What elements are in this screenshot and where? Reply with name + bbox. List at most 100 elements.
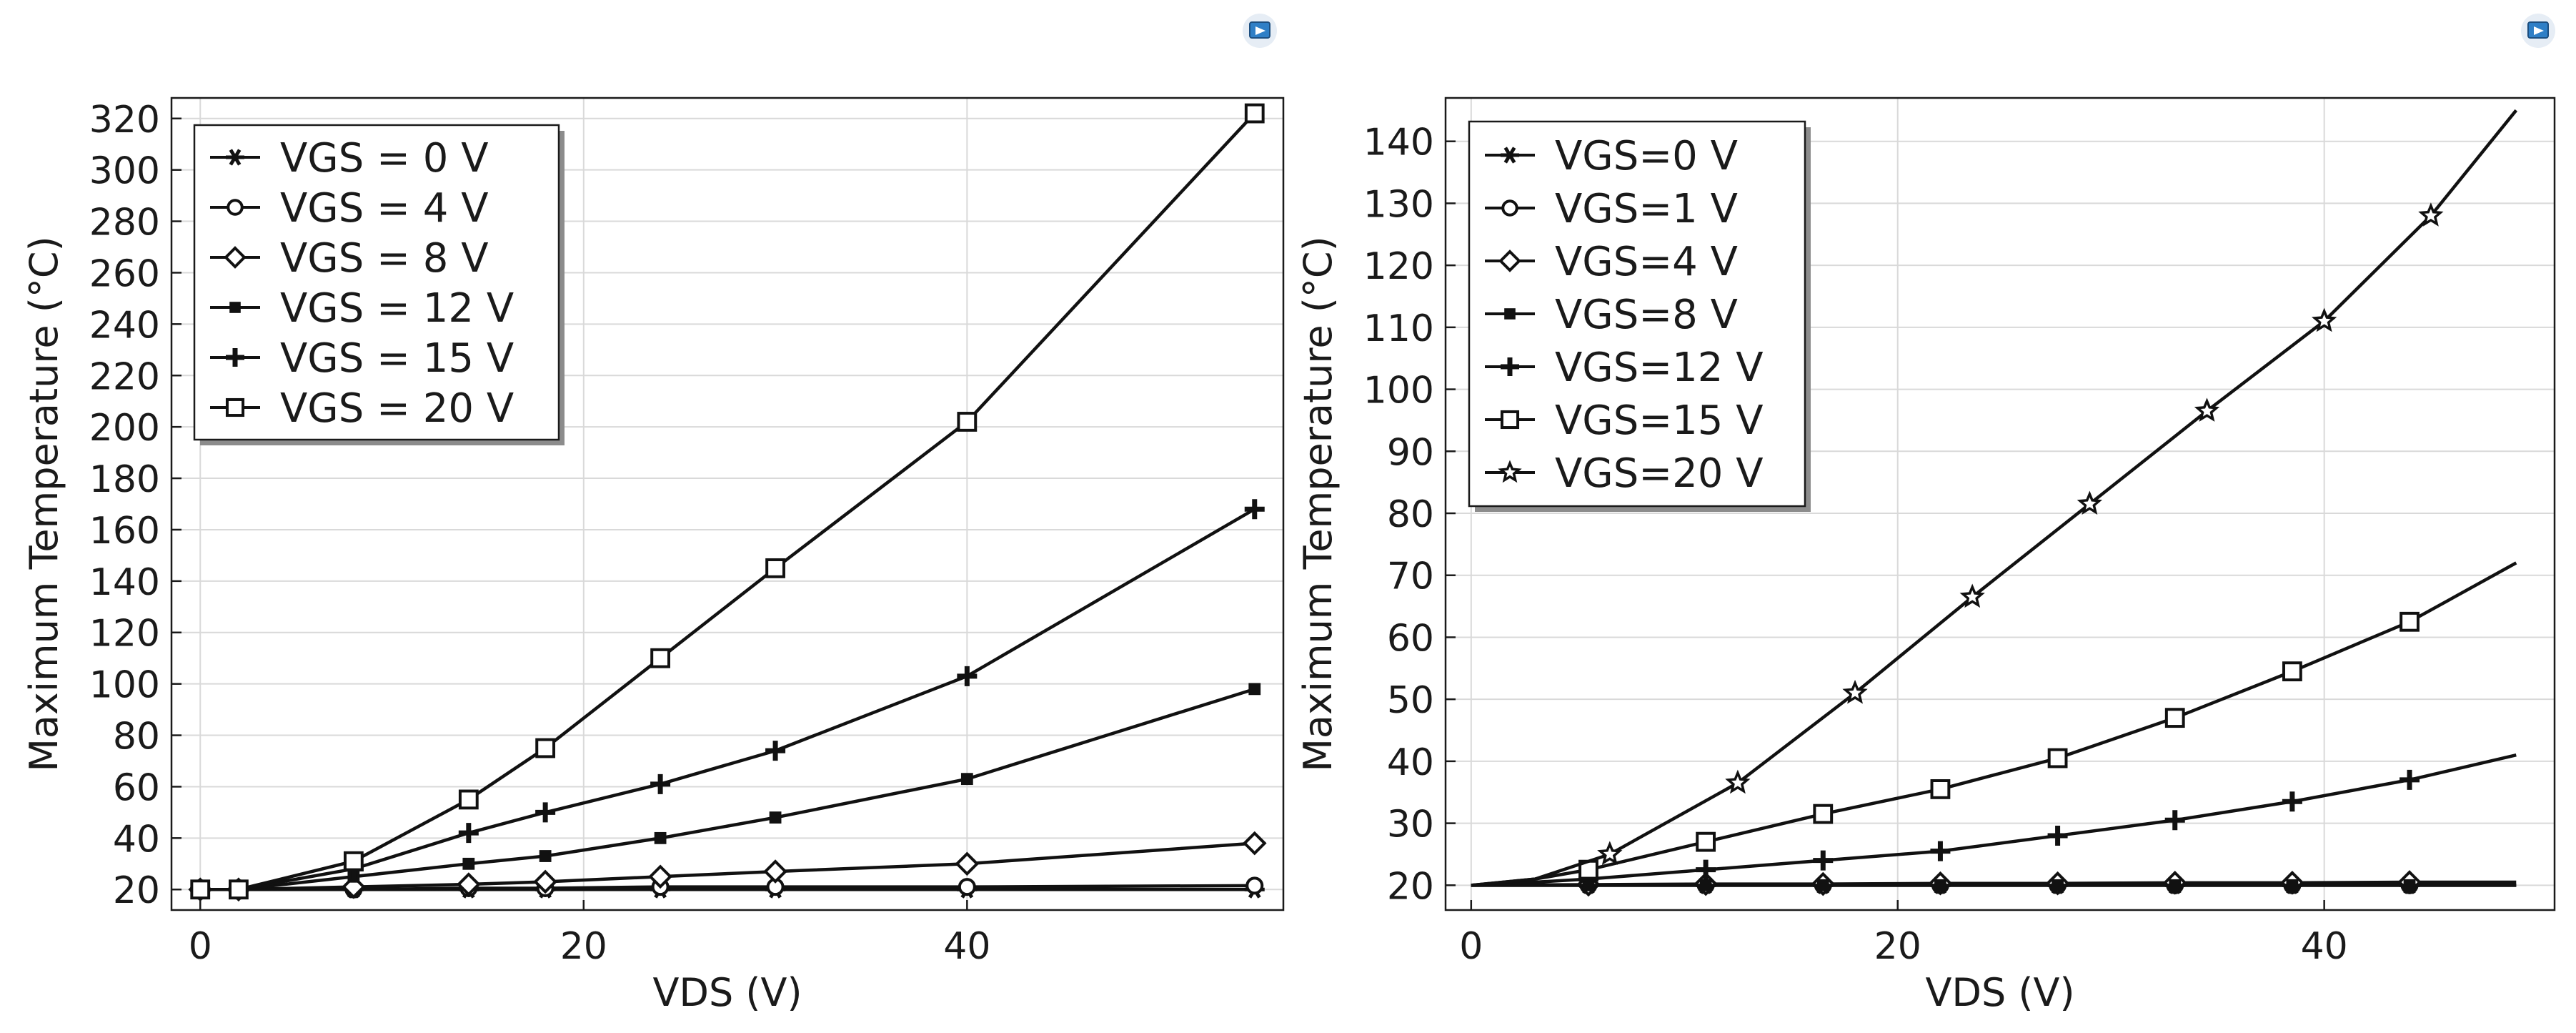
right-legend-label-4: VGS=12 V: [1555, 345, 1764, 391]
right-data-point-6: [1597, 841, 1623, 865]
left-y-tick-label: 260: [89, 252, 160, 295]
left-data-point-2: [763, 859, 787, 884]
right-data-point-4: [1813, 850, 1834, 871]
left-legend-box: [193, 124, 560, 441]
left-data-point-5: [343, 851, 364, 871]
left-y-tick-label: 300: [89, 150, 160, 193]
right-legend-label-0: VGS=0 V: [1555, 133, 1738, 179]
left-x-tick-label: 40: [943, 925, 990, 968]
right-data-point-3: [2403, 879, 2416, 891]
left-legend-marker-2: [224, 246, 247, 269]
left-data-point-5: [190, 879, 211, 900]
left-legend-marker-1: [227, 199, 244, 216]
left-legend-marker-5: [225, 397, 245, 417]
right-y-axis-title: Maximum Temperature (°C): [1296, 236, 1341, 771]
right-legend-marker-6: [1498, 460, 1522, 483]
left-data-point-5: [535, 738, 556, 758]
left-data-point-3: [462, 857, 475, 870]
left-legend-marker-3: [229, 302, 241, 313]
right-legend-marker-0: [1501, 147, 1519, 164]
right-data-point-6: [1959, 583, 1985, 608]
left-y-tick-label: 100: [89, 664, 160, 707]
left-data-point-4: [765, 741, 786, 761]
right-data-point-5: [1813, 804, 1834, 824]
right-legend-label-5: VGS=15 V: [1555, 397, 1764, 444]
left-y-tick-label: 320: [89, 99, 160, 142]
right-legend-marker-3: [1504, 308, 1516, 320]
right-data-point-5: [2282, 661, 2302, 682]
right-data-point-6: [2418, 202, 2444, 227]
left-y-axis-title: Maximum Temperature (°C): [21, 236, 66, 771]
left-x-tick-label: 20: [560, 925, 607, 968]
left-plot-frame: [170, 97, 1285, 911]
right-axis-ticks: 20 30 40 50 60 70 80 90 100 110 120 130 140 0 20 40: [1363, 122, 2348, 968]
right-data-point-3: [1699, 879, 1712, 891]
right-data-point-4: [1696, 859, 1716, 880]
right-y-tick-label: 50: [1387, 679, 1434, 722]
left-legend-label-0: VGS = 0 V: [280, 135, 489, 182]
right-y-tick-label: 40: [1387, 741, 1434, 784]
right-data-point-4: [2400, 769, 2420, 790]
right-data-point-5: [1696, 831, 1716, 852]
right-x-tick-label: 0: [1459, 925, 1483, 968]
right-legend-label-3: VGS=8 V: [1555, 292, 1738, 338]
left-data-point-5: [458, 789, 479, 810]
left-data-point-4: [535, 802, 556, 823]
left-data-point-3: [654, 831, 667, 844]
left-legend-marker-0: [226, 149, 244, 166]
right-data-point-4: [2282, 791, 2302, 812]
right-y-tick-label: 20: [1387, 865, 1434, 908]
left-y-tick-label: 160: [89, 510, 160, 553]
right-legend-marker-4: [1501, 357, 1519, 376]
left-data-point-5: [957, 412, 978, 432]
right-series-line-5: [1471, 561, 2517, 887]
right-legend-marker-5: [1500, 410, 1520, 430]
right-data-point-6: [2194, 397, 2220, 422]
left-data-point-2: [533, 869, 557, 894]
right-data-point-6: [2312, 307, 2337, 332]
right-data-point-3: [2169, 879, 2182, 891]
right-data-point-5: [2164, 708, 2185, 728]
right-plot-frame: [1444, 97, 2556, 911]
left-y-tick-label: 180: [89, 458, 160, 501]
left-chart-panel: 2040608010012014016018020022024026028030…: [21, 14, 1285, 1015]
right-chart-panel: 20 30 40 50 60 70 80 90 100 110 120 130 140 0 20 40 VDS…: [1296, 14, 2556, 1015]
right-y-tick-label: 70: [1387, 555, 1434, 598]
left-y-tick-label: 140: [89, 561, 160, 604]
right-legend-marker-2: [1498, 249, 1521, 272]
right-toolbar-icon[interactable]: [2521, 14, 2555, 48]
left-y-tick-label: 120: [89, 613, 160, 656]
right-x-axis-title: VDS (V): [1925, 970, 2074, 1015]
left-data-point-4: [957, 666, 978, 686]
left-toolbar-icon[interactable]: [1243, 14, 1277, 48]
right-x-tick-label: 40: [2301, 925, 2348, 968]
left-y-tick-label: 200: [89, 407, 160, 450]
left-legend-label-1: VGS = 4 V: [280, 185, 489, 232]
left-data-point-4: [650, 773, 671, 794]
right-y-tick-label: 30: [1387, 804, 1434, 846]
left-data-point-4: [458, 823, 479, 844]
right-data-point-5: [1930, 779, 1951, 799]
left-x-tick-label: 0: [189, 925, 212, 968]
left-y-tick-label: 240: [89, 304, 160, 347]
left-y-tick-label: 60: [113, 766, 160, 809]
left-x-axis-title: VDS (V): [652, 970, 802, 1015]
right-y-tick-label: 100: [1363, 370, 1434, 412]
left-legend-label-4: VGS = 15 V: [280, 335, 514, 382]
left-data-point-3: [769, 811, 782, 824]
left-legend-label-5: VGS = 20 V: [280, 385, 514, 432]
right-grid: [1446, 98, 2555, 910]
right-data-point-6: [1842, 679, 1868, 704]
left-axis-ticks: 2040608010012014016018020022024026028030…: [89, 99, 991, 968]
right-data-point-4: [2164, 810, 2185, 831]
left-y-tick-label: 80: [113, 716, 160, 758]
right-legend-label-1: VGS=1 V: [1555, 186, 1738, 232]
right-data-point-6: [2077, 490, 2103, 515]
right-y-tick-label: 80: [1387, 493, 1434, 536]
left-y-tick-label: 280: [89, 202, 160, 244]
left-data-point-5: [228, 879, 249, 900]
right-data-point-6: [1725, 769, 1751, 794]
left-data-point-5: [1244, 103, 1265, 124]
